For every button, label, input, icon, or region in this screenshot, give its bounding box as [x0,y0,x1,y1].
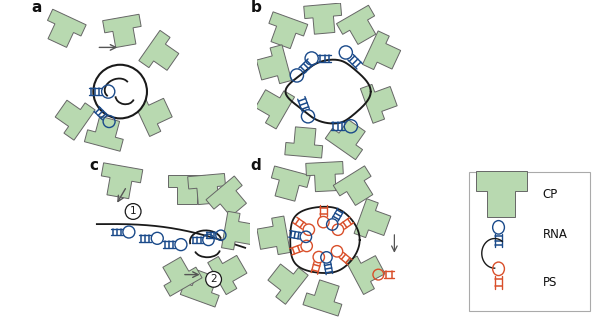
Polygon shape [139,30,179,70]
Polygon shape [476,171,527,217]
Polygon shape [47,9,86,47]
Circle shape [125,204,141,219]
Polygon shape [103,14,141,48]
Text: CP: CP [542,188,557,201]
Circle shape [94,65,147,118]
Polygon shape [269,12,308,49]
Polygon shape [180,270,219,307]
Polygon shape [271,166,310,201]
Text: c: c [89,158,98,173]
Polygon shape [221,211,255,250]
Polygon shape [306,161,343,192]
Text: b: b [251,0,262,15]
Polygon shape [208,255,247,295]
Text: 1: 1 [130,206,136,216]
Text: PS: PS [542,277,557,289]
Polygon shape [256,90,295,129]
Polygon shape [85,116,123,151]
Polygon shape [362,31,401,70]
FancyBboxPatch shape [469,172,590,311]
Polygon shape [55,100,95,140]
Polygon shape [257,216,290,255]
Polygon shape [101,163,143,199]
Polygon shape [256,45,292,84]
Polygon shape [354,199,391,238]
Polygon shape [304,3,341,34]
Polygon shape [206,176,247,216]
Polygon shape [337,5,376,44]
Circle shape [206,271,221,287]
Polygon shape [169,175,205,204]
Polygon shape [188,174,226,204]
Text: d: d [251,158,262,173]
Text: 2: 2 [210,274,217,284]
Polygon shape [333,166,373,205]
Polygon shape [285,127,323,158]
Polygon shape [134,98,172,137]
Text: RNA: RNA [542,228,567,241]
Polygon shape [268,264,308,304]
Polygon shape [163,257,202,296]
Polygon shape [361,84,397,123]
Text: a: a [32,0,42,15]
Polygon shape [325,120,365,160]
Polygon shape [346,256,385,295]
Polygon shape [303,280,342,316]
